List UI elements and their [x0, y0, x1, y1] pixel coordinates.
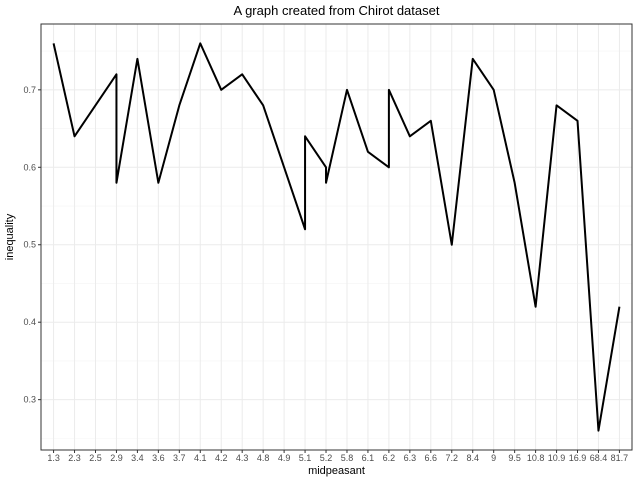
x-axis: 1.3 2.3 2.5 2.9 3.4 3.6 3.7 4.1 4.2 4.3 4.8 4.9 5.1 5… — [47, 450, 628, 463]
x-axis-title: midpeasant — [308, 465, 365, 477]
x-tick-label: 5.8 — [341, 453, 354, 463]
x-tick-label: 3.6 — [152, 453, 165, 463]
y-tick-label: 0.7 — [23, 85, 36, 95]
x-tick-label: 5.2 — [320, 453, 333, 463]
x-tick-label: 2.3 — [68, 453, 81, 463]
x-tick-label: 16.9 — [569, 453, 587, 463]
y-tick-label: 0.4 — [23, 317, 36, 327]
x-tick-label: 10.8 — [527, 453, 545, 463]
x-tick-label: 2.9 — [110, 453, 123, 463]
y-tick-label: 0.3 — [23, 395, 36, 405]
x-tick-label: 9.5 — [508, 453, 521, 463]
panel-border — [40, 23, 633, 451]
x-tick-label: 3.7 — [173, 453, 186, 463]
x-tick-label: 10.9 — [548, 453, 566, 463]
y-axis: 0.3 0.4 0.5 0.6 0.7 — [23, 85, 41, 405]
x-tick-label: 4.1 — [194, 453, 207, 463]
x-tick-label: 5.1 — [299, 453, 312, 463]
x-tick-label: 7.2 — [446, 453, 459, 463]
x-tick-label: 4.9 — [278, 453, 291, 463]
x-tick-label: 6.3 — [404, 453, 417, 463]
x-tick-label: 2.5 — [89, 453, 102, 463]
x-tick-label: 4.3 — [236, 453, 249, 463]
series-line-inequality — [52, 42, 621, 432]
x-tick-label: 8.4 — [466, 453, 479, 463]
x-tick-label: 4.8 — [257, 453, 270, 463]
x-tick-label: 1.3 — [47, 453, 60, 463]
chart-title: A graph created from Chirot dataset — [234, 3, 440, 18]
x-tick-label: 68.4 — [590, 453, 608, 463]
minor-gridlines — [41, 50, 632, 439]
x-tick-label: 6.2 — [383, 453, 396, 463]
x-tick-label: 6.6 — [425, 453, 438, 463]
x-tick-label: 3.4 — [131, 453, 144, 463]
x-tick-label: 4.2 — [215, 453, 228, 463]
y-tick-label: 0.5 — [23, 240, 36, 250]
major-gridlines — [41, 24, 632, 450]
x-tick-label: 6.1 — [362, 453, 375, 463]
y-tick-label: 0.6 — [23, 162, 36, 172]
x-tick-label: 81.7 — [611, 453, 629, 463]
y-axis-title: inequality — [4, 213, 16, 260]
x-tick-label: 9 — [491, 453, 496, 463]
